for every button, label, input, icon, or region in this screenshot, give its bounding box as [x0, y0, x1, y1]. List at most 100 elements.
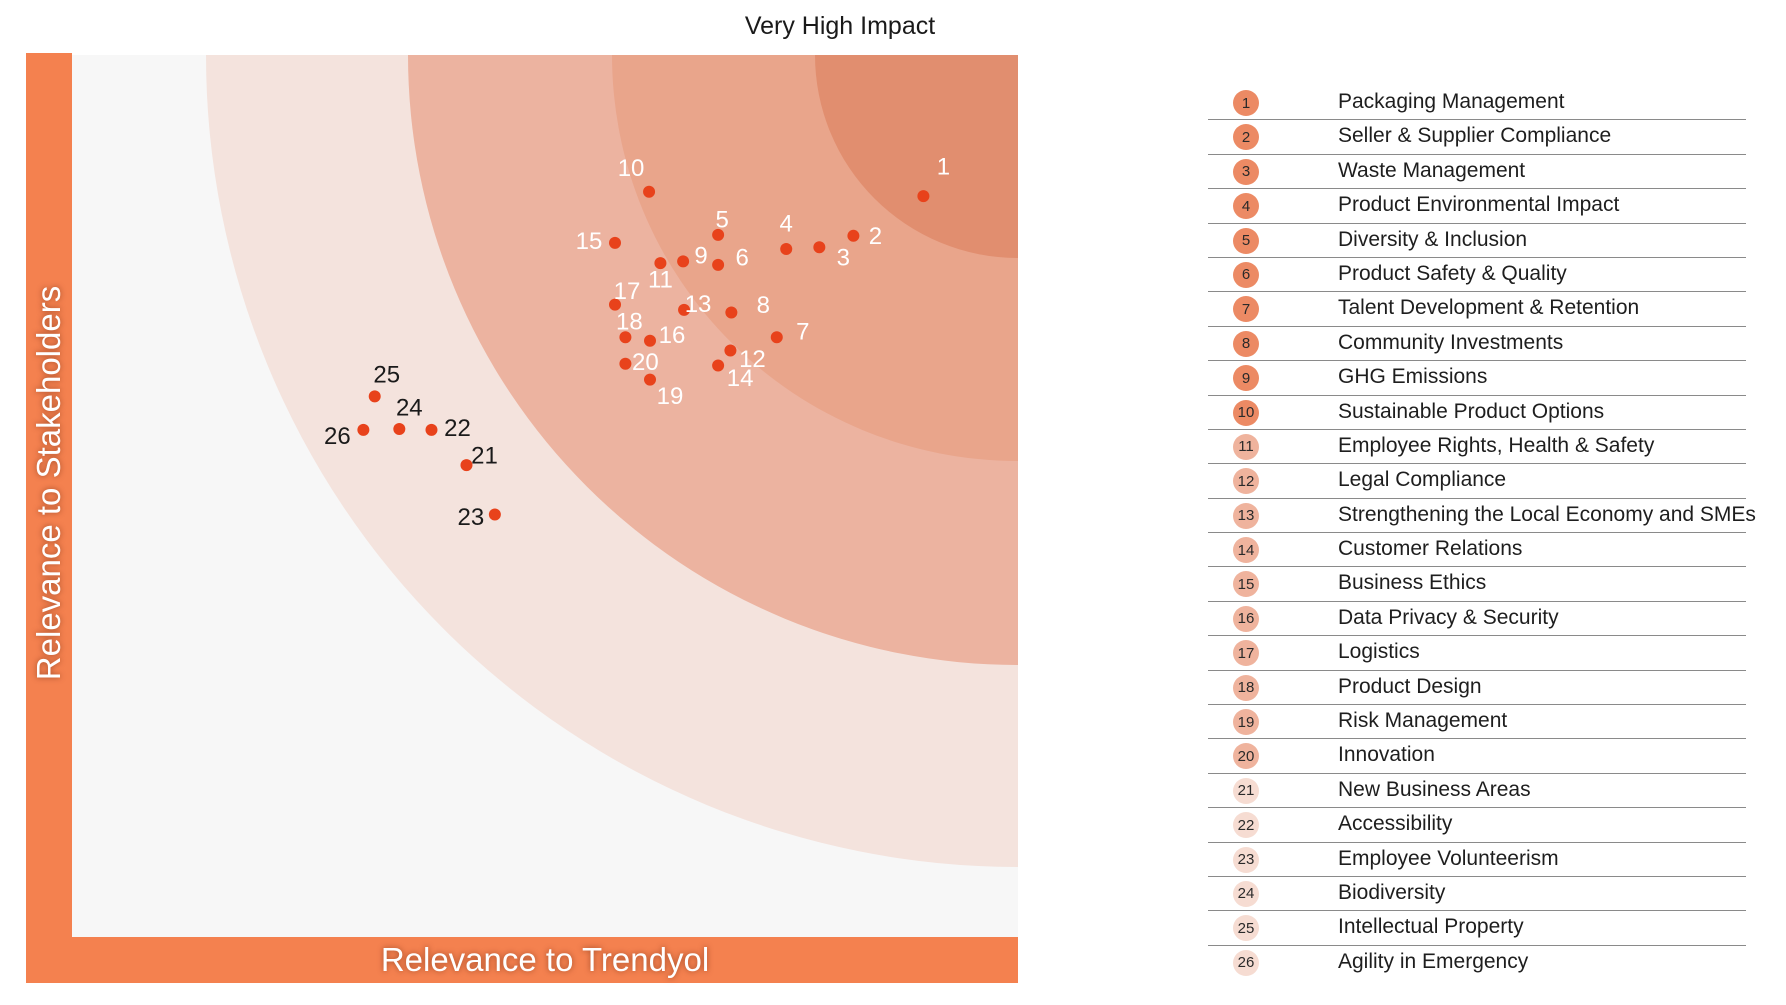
legend-number-badge: 22 [1233, 812, 1259, 839]
data-point-26 [357, 423, 370, 436]
legend-label: Product Safety & Quality [1338, 261, 1567, 285]
legend-number-badge: 12 [1233, 468, 1259, 495]
legend-label: Innovation [1338, 743, 1435, 767]
legend-number-badge: 7 [1233, 296, 1259, 323]
data-point-8 [725, 306, 738, 319]
legend-label: Product Environmental Impact [1338, 193, 1620, 217]
legend-number-badge: 11 [1233, 433, 1259, 460]
legend-row: 11 Employee Rights, Health & Safety [1208, 430, 1746, 465]
legend-row: 16 Data Privacy & Security [1208, 602, 1746, 637]
legend-number-badge: 13 [1233, 502, 1259, 529]
legend-label: Talent Development & Retention [1338, 296, 1640, 320]
data-label-12: 12 [739, 346, 766, 373]
legend-label: Risk Management [1338, 709, 1508, 733]
data-label-7: 7 [796, 319, 809, 346]
legend-row: 5 Diversity & Inclusion [1208, 224, 1746, 258]
data-label-8: 8 [757, 292, 770, 319]
data-point-19 [644, 373, 657, 386]
legend-label: Diversity & Inclusion [1338, 227, 1528, 251]
data-point-18 [619, 331, 632, 344]
data-point-23 [488, 508, 501, 521]
legend-row: 18 Product Design [1208, 671, 1746, 706]
x-axis-label: Relevance to Trendyol [380, 941, 710, 978]
data-point-11 [654, 257, 667, 270]
legend-number-badge: 3 [1233, 158, 1259, 185]
legend-label: Product Design [1338, 674, 1482, 698]
data-point-17 [609, 298, 622, 311]
data-point-4 [780, 243, 793, 256]
legend-number-badge: 19 [1233, 709, 1259, 736]
legend-row: 6 Product Safety & Quality [1208, 258, 1746, 293]
legend-number-badge: 17 [1233, 640, 1259, 667]
legend-number-badge: 24 [1233, 880, 1259, 907]
legend-number-badge: 20 [1233, 743, 1259, 770]
legend-row: 4 Product Environmental Impact [1208, 189, 1746, 224]
data-point-7 [770, 331, 783, 344]
data-label-5: 5 [715, 206, 728, 233]
legend-row: 13 Strengthening the Local Economy and SM… [1208, 499, 1756, 534]
legend-label: Waste Management [1338, 158, 1526, 182]
legend-row: 20 Innovation [1208, 739, 1746, 774]
data-point-12 [724, 344, 737, 357]
legend-row: 3 Waste Management [1208, 155, 1746, 190]
legend-number-badge: 18 [1233, 674, 1259, 701]
data-label-24: 24 [396, 394, 423, 421]
data-point-5 [712, 228, 725, 241]
data-point-14 [712, 359, 725, 372]
data-point-3 [813, 241, 826, 254]
legend-number-badge: 2 [1233, 124, 1259, 151]
legend-label: Biodiversity [1338, 880, 1446, 904]
legend-label: Legal Compliance [1338, 468, 1507, 492]
legend-row: 19 Risk Management [1208, 705, 1746, 740]
legend-label: Strengthening the Local Economy and SMEs [1338, 502, 1756, 526]
legend: 1 Packaging Management 2 Seller & Supplier … [1208, 86, 1756, 979]
legend-label: Intellectual Property [1338, 915, 1524, 939]
legend-row: 1 Packaging Management [1208, 86, 1746, 121]
legend-label: New Business Areas [1338, 777, 1531, 801]
legend-row: 26 Agility in Emergency [1208, 946, 1746, 979]
data-point-25 [368, 390, 381, 403]
legend-row: 24 Biodiversity [1208, 877, 1746, 912]
data-point-20 [619, 357, 632, 370]
legend-row: 15 Business Ethics [1208, 567, 1746, 602]
legend-label: GHG Emissions [1338, 365, 1488, 389]
data-point-21 [460, 459, 473, 472]
legend-number-badge: 8 [1233, 330, 1259, 357]
legend-row: 12 Legal Compliance [1208, 464, 1746, 499]
legend-label: Employee Rights, Health & Safety [1338, 433, 1655, 457]
zone-title: Very High Impact [744, 12, 936, 40]
legend-label: Employee Volunteerism [1338, 846, 1559, 870]
legend-row: 23 Employee Volunteerism [1208, 843, 1746, 877]
legend-number-badge: 4 [1233, 193, 1259, 220]
legend-label: Agility in Emergency [1338, 949, 1529, 973]
impact-band-core [815, 55, 1018, 258]
legend-row: 10 Sustainable Product Options [1208, 396, 1746, 430]
data-label-26: 26 [324, 423, 351, 450]
data-point-1 [917, 190, 930, 203]
legend-row: 17 Logistics [1208, 636, 1746, 671]
data-label-9: 9 [694, 243, 707, 270]
legend-label: Packaging Management [1338, 90, 1565, 113]
data-points: 1234567891011121314151617181920212223242… [324, 153, 950, 530]
legend-number-badge: 14 [1233, 537, 1259, 564]
legend-row: 7 Talent Development & Retention [1208, 292, 1746, 327]
data-label-11: 11 [648, 266, 673, 293]
y-axis-label: Relevance to Stakeholders [30, 285, 67, 681]
data-point-22 [425, 423, 438, 436]
legend-label: Accessibility [1338, 812, 1453, 836]
legend-number-badge: 23 [1233, 846, 1259, 873]
data-label-14: 14 [727, 365, 754, 392]
data-point-15 [609, 236, 622, 249]
data-point-6 [712, 258, 725, 271]
data-point-24 [393, 422, 406, 435]
legend-number-badge: 15 [1233, 571, 1259, 598]
legend-row: 8 Community Investments [1208, 327, 1746, 362]
data-label-21: 21 [471, 442, 498, 469]
data-label-20: 20 [632, 349, 659, 376]
legend-number-badge: 1 [1233, 90, 1259, 116]
data-label-4: 4 [780, 210, 793, 237]
legend-label: Community Investments [1338, 330, 1564, 354]
data-point-13 [678, 303, 691, 316]
data-point-16 [644, 334, 657, 347]
